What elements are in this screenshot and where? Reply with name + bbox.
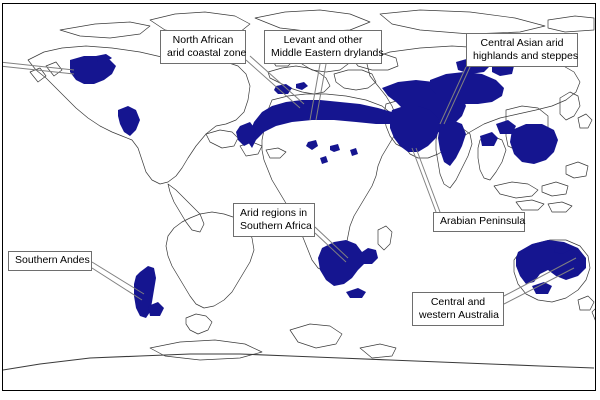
leader-lines-layer (3, 55, 577, 305)
region-arabian-peninsula (390, 106, 440, 152)
callout-line: Levant and other (283, 34, 363, 46)
callout-central-asian-arid-highlands-and-steppes[interactable]: Central Asian arid highlands and steppes (466, 33, 578, 67)
region-northern-mexico (118, 106, 140, 136)
callout-line: Middle Eastern drylands (271, 47, 384, 59)
leader-southern-andes-2 (91, 267, 143, 301)
region-western-north-america (70, 56, 116, 84)
callout-line: highlands and steppes (473, 50, 579, 62)
callout-southern-andes[interactable]: Southern Andes (8, 251, 92, 271)
leader-levant-2 (315, 63, 327, 121)
callout-central-and-western-australia[interactable]: Central and western Australia (412, 292, 504, 326)
region-north-african-coastal (248, 100, 398, 148)
region-gobi (510, 124, 558, 164)
callout-line: Central Asian arid (480, 37, 564, 49)
callout-line: Southern Andes (15, 254, 90, 266)
callout-arabian-peninsula[interactable]: Arabian Peninsula (433, 212, 525, 232)
leader-levant (309, 63, 321, 121)
callout-line: arid coastal zone (167, 47, 247, 59)
leader-southern-africa-2 (314, 232, 347, 263)
arid-regions-layer (70, 54, 586, 318)
callout-line: Central and (430, 296, 486, 308)
leader-central-asia (439, 66, 467, 125)
callout-line: Arid regions in (240, 207, 308, 219)
leader-australia-2 (503, 267, 575, 305)
callout-levant-middle-eastern-drylands[interactable]: Levant and other Middle Eastern drylands (264, 30, 384, 64)
callout-north-african-arid-coastal-zone[interactable]: North African arid coastal zone (160, 30, 246, 64)
leader-southern-andes (91, 261, 145, 295)
leader-north-america (3, 61, 75, 71)
leader-arabian (411, 147, 437, 213)
callout-line: North African (172, 34, 234, 46)
leader-central-asia-2 (443, 66, 471, 125)
region-central-western-australia (516, 240, 586, 284)
region-southern-africa (318, 240, 378, 286)
callout-line: Arabian Peninsula (440, 215, 526, 227)
region-iberia (274, 84, 292, 94)
leader-southern-africa (314, 226, 349, 259)
callout-arid-regions-in-southern-africa[interactable]: Arid regions in Southern Africa (233, 203, 315, 237)
region-northwest-india (438, 120, 466, 166)
leader-north-america-2 (3, 65, 75, 75)
leader-arabian-2 (415, 147, 441, 213)
callout-line: Southern Africa (240, 220, 312, 232)
leader-north-african-2 (249, 55, 305, 105)
region-central-asia (430, 72, 504, 104)
leader-australia (503, 257, 577, 297)
callout-line: western Australia (419, 309, 499, 321)
leader-north-african (245, 59, 301, 109)
